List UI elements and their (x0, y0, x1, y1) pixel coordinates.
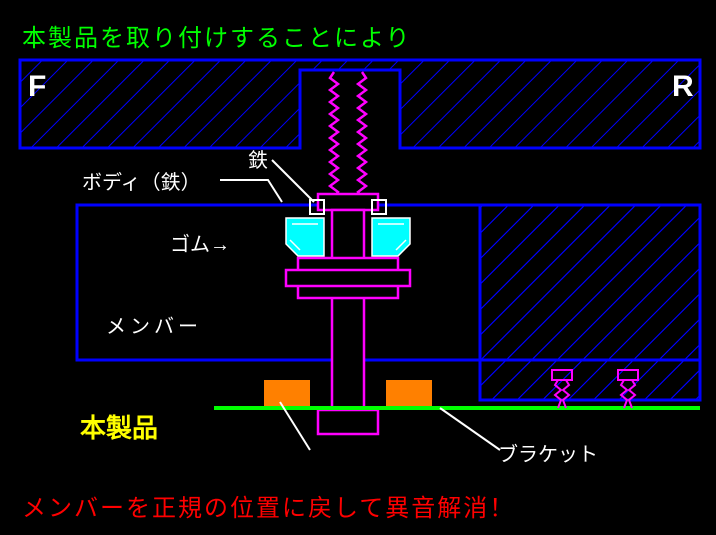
member-label: メンバー (106, 310, 202, 339)
f-label: F (28, 70, 46, 104)
body-iron-label: ボディ（鉄） (82, 166, 201, 195)
iron-label: 鉄 (248, 144, 268, 173)
product-label: 本製品 (80, 408, 158, 445)
bracket-label: ブラケット (498, 438, 598, 467)
product-block-right (386, 380, 432, 406)
product-block-left (264, 380, 310, 406)
bottom-text: メンバーを正規の位置に戻して異音解消！ (22, 488, 515, 523)
r-label: R (672, 70, 694, 104)
title-text: 本製品を取り付けすることにより (22, 18, 412, 53)
washer-ring (286, 258, 410, 298)
diagram-canvas (0, 0, 716, 535)
rubber-label: ゴム→ (170, 228, 230, 257)
